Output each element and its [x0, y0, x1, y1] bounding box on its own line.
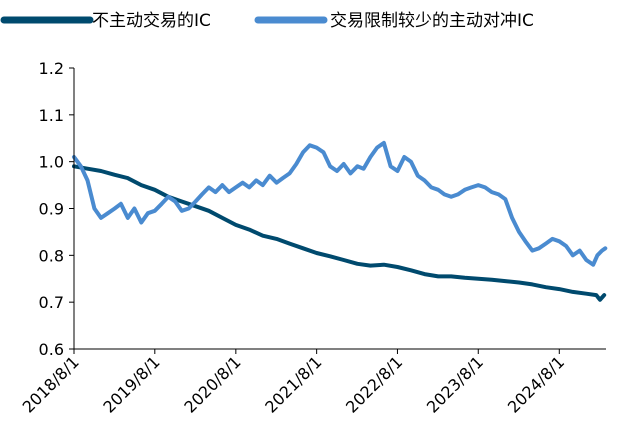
x-tick-label: 2024/8/1 — [504, 352, 568, 416]
x-tick-label: 2018/8/1 — [19, 352, 83, 416]
y-axis-ticks: 0.6 0.7 0.8 0.9 1.0 1.1 1.2 — [39, 59, 74, 359]
x-axis-ticks: 2018/8/1 2019/8/1 2020/8/1 2021/8/1 2022/8/1… — [19, 349, 568, 417]
y-tick-label: 0.9 — [39, 200, 64, 219]
y-tick-label: 0.8 — [39, 246, 64, 265]
x-tick-label: 2022/8/1 — [342, 352, 406, 416]
legend-label-series-2: 交易限制较少的主动对冲IC — [330, 11, 534, 31]
series-line-1 — [72, 164, 607, 302]
legend: 不主动交易的IC 交易限制较少的主动对冲IC — [0, 11, 534, 31]
plot-area: 0.60.70.80.91.01.11.2 2018/8/1 2019/8/1 20… — [19, 59, 608, 417]
x-tick-label: 2023/8/1 — [423, 352, 487, 416]
legend-item-series-1: 不主动交易的IC — [0, 11, 211, 31]
y-tick-label: 0.7 — [39, 293, 64, 312]
legend-label-series-1: 不主动交易的IC — [92, 11, 211, 31]
y-tick-label: 1.2 — [39, 59, 64, 78]
x-tick-label: 2019/8/1 — [99, 352, 163, 416]
legend-item-series-2: 交易限制较少的主动对冲IC — [254, 11, 534, 31]
y-tick-label: 1.0 — [39, 153, 64, 172]
y-tick-label: 0.6 — [39, 340, 64, 359]
x-tick-label: 2020/8/1 — [180, 352, 244, 416]
x-tick-label: 2021/8/1 — [261, 352, 325, 416]
series-line-2 — [72, 140, 608, 267]
series-layer — [72, 140, 608, 302]
y-tick-label: 1.1 — [39, 106, 64, 125]
